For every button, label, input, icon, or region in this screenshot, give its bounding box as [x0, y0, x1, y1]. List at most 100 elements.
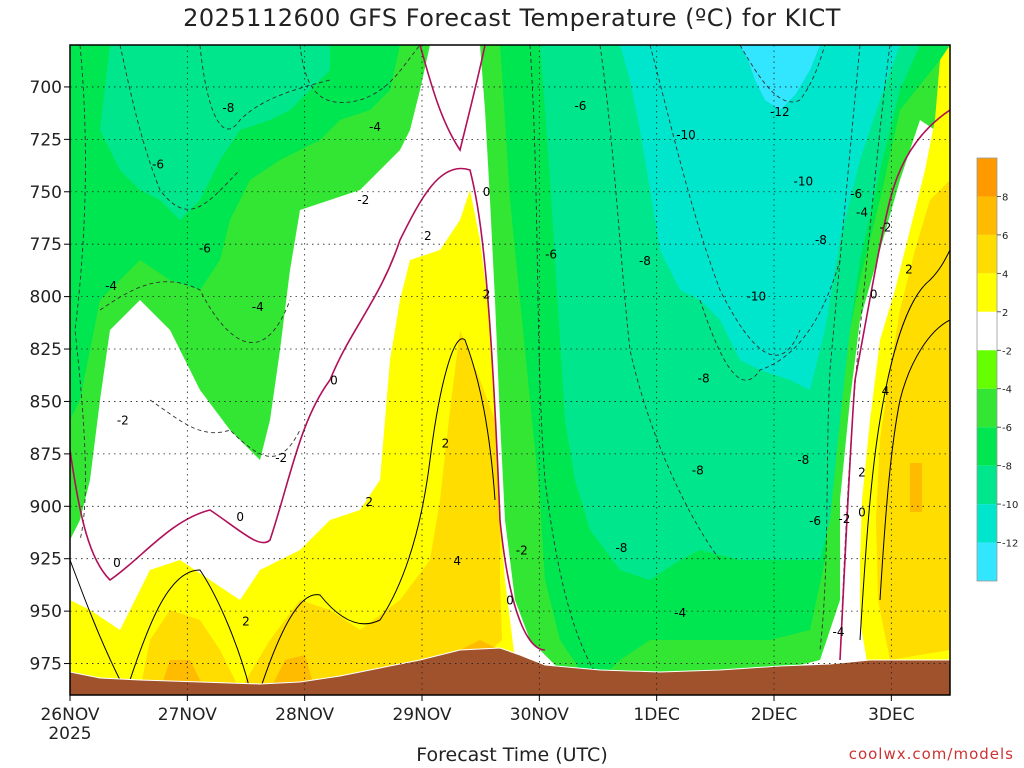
- surface-terrain: [70, 647, 950, 695]
- colorbar-swatch-6: [977, 388, 997, 428]
- colorbar-swatch-10: [977, 542, 997, 581]
- colorbar-label-4: -2: [1002, 346, 1012, 357]
- y-tick-label-875: 875: [30, 445, 62, 465]
- contour-label-19: 0: [506, 594, 514, 608]
- contour-label-38: -6: [809, 514, 821, 528]
- gridlines: [69, 45, 950, 695]
- colorbar-swatch-1: [977, 196, 997, 235]
- temperature-band-13: [910, 463, 922, 512]
- y-tick-label-975: 975: [30, 655, 62, 675]
- contour-label-18: 4: [453, 554, 461, 568]
- dashed-contour-10: [699, 259, 841, 381]
- colorbar-swatch-2: [977, 234, 997, 274]
- contour-label-43: -4: [674, 606, 686, 620]
- solid-contour-1: [129, 569, 251, 691]
- y-tick-label-925: 925: [30, 550, 62, 570]
- zero-isotherm-0: [70, 167, 546, 651]
- contour-labels: -8 -6 -4 -6 -4 -4 -2 -2 -2 0 0 0 2 0 2 2 2 2 4 0 -2 -6 -6 -8 -10…: [105, 99, 913, 639]
- y-tick-label-800: 800: [30, 288, 62, 308]
- contour-label-30: -4: [856, 206, 868, 220]
- y-tick-label-950: 950: [30, 602, 62, 622]
- dashed-contour-8: [649, 45, 801, 356]
- colorbar-swatch-8: [977, 465, 997, 505]
- x-axis-label: Forecast Time (UTC): [416, 744, 608, 766]
- contour-label-21: -6: [574, 99, 586, 113]
- colorbar-label-5: -4: [1002, 385, 1012, 396]
- y-tick-label-725: 725: [30, 130, 62, 150]
- contour-label-20: -2: [516, 543, 528, 557]
- temperature-band-12: [876, 180, 950, 660]
- colorbar-label-7: -8: [1002, 462, 1012, 473]
- contour-label-40: 0: [858, 506, 866, 520]
- contour-label-31: -2: [879, 220, 891, 234]
- colorbar-swatch-5: [977, 350, 997, 389]
- colorbar-swatch-9: [977, 504, 997, 543]
- temperature-band-8: [70, 190, 515, 690]
- contour-label-9: 0: [236, 510, 244, 524]
- contour-label-1: -6: [152, 158, 164, 172]
- x-tick-label-4: 30NOV: [510, 705, 569, 725]
- x-tick-label-2: 28NOV: [275, 705, 334, 725]
- contour-label-14: 2: [483, 288, 491, 302]
- contour-label-5: -4: [252, 300, 264, 314]
- contour-label-12: 2: [424, 229, 432, 243]
- y-tick-label-825: 825: [30, 340, 62, 360]
- solid-contour-4: [879, 319, 950, 601]
- x-year-label: 2025: [48, 724, 91, 744]
- contour-label-35: -8: [692, 464, 704, 478]
- contour-label-22: -6: [545, 248, 557, 262]
- contour-label-16: 2: [365, 495, 373, 509]
- contour-label-8: -2: [275, 451, 287, 465]
- contour-label-29: -6: [850, 187, 862, 201]
- solid-contour-3: [859, 249, 950, 641]
- colorbar-label-1: 6: [1002, 231, 1008, 242]
- contour-label-39: -2: [838, 512, 850, 526]
- colorbar-swatch-3: [977, 273, 997, 312]
- contour-label-26: -10: [794, 174, 814, 188]
- surface-fill: [70, 647, 950, 695]
- x-tick-label-6: 2DEC: [751, 705, 798, 725]
- contour-label-37: -8: [615, 541, 627, 555]
- x-axis-ticks: 26NOV 27NOV 28NOV 29NOV 30NOV 1DEC 2DEC 3DEC 202…: [40, 695, 915, 744]
- contour-label-6: -2: [117, 413, 129, 427]
- dashed-contour-7: [599, 45, 721, 561]
- colorbar-frame: [976, 157, 998, 582]
- temperature-band-7: [740, 45, 820, 110]
- chart-title: 2025112600 GFS Forecast Temperature (ºC)…: [183, 4, 841, 32]
- x-tick-label-3: 29NOV: [392, 705, 451, 725]
- contour-label-34: -8: [698, 371, 710, 385]
- contour-label-27: -10: [747, 290, 767, 304]
- zero-isotherm-1: [839, 109, 950, 661]
- y-tick-label-700: 700: [30, 78, 62, 98]
- contour-label-41: 4: [882, 384, 890, 398]
- y-tick-label-750: 750: [30, 183, 62, 203]
- credit-text: coolwx.com/models: [848, 745, 1014, 763]
- contour-label-25: -12: [770, 105, 790, 119]
- colorbar-label-3: 2: [1002, 308, 1008, 319]
- dashed-contour-5: [149, 399, 301, 457]
- y-tick-label-775: 775: [30, 235, 62, 255]
- contour-lines: [70, 45, 950, 691]
- y-tick-label-900: 900: [30, 497, 62, 517]
- dashed-contour-0: [74, 45, 86, 541]
- colorbar-label-0: 8: [1002, 192, 1008, 203]
- contour-label-24: -10: [676, 128, 696, 142]
- contour-label-44: -4: [833, 625, 845, 639]
- solid-contour-0: [70, 559, 121, 681]
- contour-label-0: -8: [222, 101, 234, 115]
- zero-isotherm-2: [419, 45, 486, 152]
- colorbar-label-9: -12: [1002, 539, 1018, 550]
- plot-frame: [69, 44, 951, 696]
- contour-label-28: -8: [815, 233, 827, 247]
- x-tick-label-5: 1DEC: [633, 705, 680, 725]
- colorbar-label-2: 4: [1002, 269, 1008, 280]
- contour-label-36: -8: [797, 453, 809, 467]
- contour-label-3: -6: [199, 241, 211, 255]
- temperature-band-2: [100, 45, 330, 220]
- dashed-contour-9: [739, 45, 826, 103]
- contour-label-17: 2: [242, 615, 250, 629]
- contour-label-4: -4: [105, 279, 117, 293]
- colorbar-label-6: -6: [1002, 423, 1012, 434]
- contour-label-13: 0: [483, 185, 491, 199]
